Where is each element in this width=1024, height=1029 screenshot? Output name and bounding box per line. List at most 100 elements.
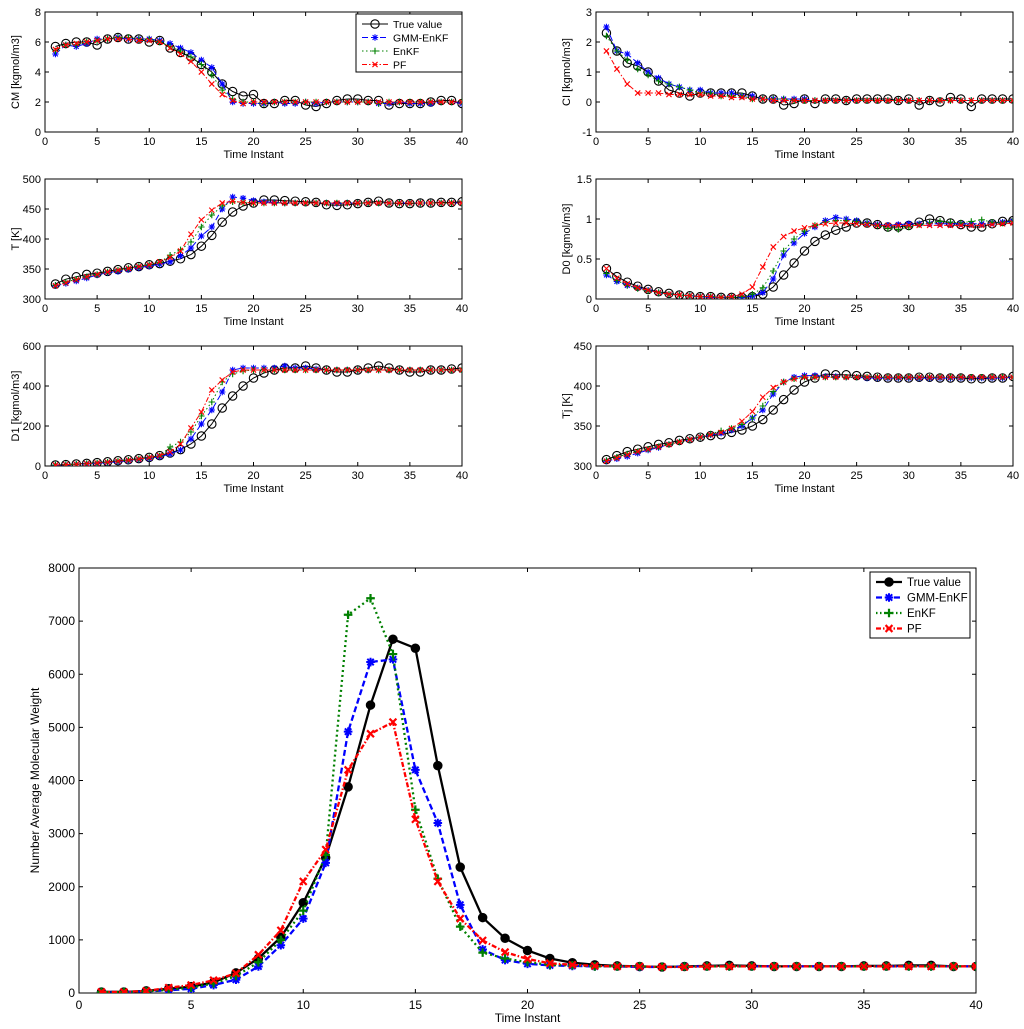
data-point-true [1008, 371, 1013, 382]
subplot-3: 0 5 10 15 20 25 30 35 40 300 350 400 450 500 Time Inst… [10, 174, 468, 328]
data-point-pf [177, 441, 184, 447]
data-point-pf [365, 367, 372, 373]
series-line-gmm [55, 36, 462, 105]
data-point-pf [590, 961, 599, 971]
data-point-pf [837, 962, 846, 971]
data-point-pf [354, 99, 361, 105]
data-point-pf [396, 367, 403, 373]
data-point-pf [832, 374, 839, 381]
series-pf [52, 367, 462, 466]
data-point-enkf [219, 86, 226, 94]
x-tick-label: 15 [746, 303, 758, 315]
data-point-true [799, 246, 810, 256]
data-point-pf [884, 97, 891, 104]
data-point-pf [209, 976, 218, 985]
data-point-pf [612, 962, 622, 971]
data-point-pf [208, 81, 215, 87]
data-point-pf [292, 99, 299, 105]
series-line-pf [606, 222, 1013, 298]
y-tick-label: 8 [35, 7, 41, 19]
y-tick-label: 0 [586, 97, 592, 109]
data-point-pf [811, 222, 818, 229]
data-point-pf [749, 408, 756, 415]
data-point-pf [770, 97, 777, 104]
data-point-pf [999, 374, 1006, 381]
y-tick-label: 600 [23, 341, 41, 353]
x-tick-label: 25 [851, 303, 863, 315]
data-point-pf [448, 200, 455, 206]
data-point-pf [957, 374, 964, 381]
y-tick-label: 4 [35, 67, 41, 79]
data-point-enkf [759, 284, 766, 291]
data-point-pf [989, 97, 996, 104]
data-point-true [1008, 215, 1013, 226]
x-tick-label: 35 [404, 136, 416, 148]
x-tick-label: 25 [300, 136, 312, 148]
x-tick-label: 0 [76, 998, 83, 1012]
data-point-pf [904, 962, 913, 971]
x-tick-label: 20 [247, 470, 259, 482]
data-point-pf [864, 97, 870, 104]
data-point-pf [968, 97, 975, 104]
x-tick-label: 0 [42, 303, 48, 315]
data-point-gmm [343, 727, 353, 736]
data-point-pf [344, 367, 351, 373]
data-point-pf [968, 222, 975, 229]
data-point-pf [882, 962, 891, 971]
data-point-enkf [208, 211, 215, 219]
series-pf [52, 198, 462, 289]
data-point-pf [874, 222, 881, 229]
data-point-pf [271, 367, 278, 373]
x-tick-label: 30 [903, 136, 915, 148]
data-point-pf [739, 418, 745, 425]
data-point-enkf [276, 935, 286, 945]
data-point-enkf [915, 221, 923, 228]
data-point-gmm [624, 50, 631, 58]
x-tick-label: 15 [409, 998, 423, 1012]
data-point-pf [905, 222, 912, 229]
data-point-enkf [366, 593, 375, 603]
data-point-gmm [187, 435, 195, 443]
x-tick-label: 35 [404, 303, 416, 315]
data-point-pf [177, 51, 184, 57]
data-point-gmm [229, 193, 236, 201]
data-point-pf [438, 367, 445, 373]
data-point-enkf [644, 71, 652, 79]
data-point-gmm [895, 221, 902, 228]
data-point-true [747, 421, 758, 431]
data-point-pf [281, 200, 288, 206]
data-point-pf [427, 367, 434, 373]
legend-label: True value [393, 19, 442, 31]
x-tick-label: 30 [745, 998, 759, 1012]
data-point-pf [260, 200, 267, 206]
data-point-enkf [770, 388, 777, 395]
data-point-true [343, 782, 353, 792]
data-point-pf [254, 950, 263, 959]
data-point-pf [313, 99, 319, 105]
data-point-enkf [187, 53, 195, 61]
y-tick-label: 0 [35, 461, 41, 473]
x-tick-label: 0 [593, 470, 599, 482]
data-point-pf [156, 258, 163, 265]
data-point-pf [759, 264, 766, 270]
x-tick-label: 30 [903, 470, 915, 482]
x-tick-label: 35 [857, 998, 871, 1012]
x-tick-label: 15 [195, 303, 207, 315]
data-point-pf [718, 93, 725, 99]
data-point-true [227, 207, 238, 217]
series-line-pf [55, 369, 462, 466]
data-point-pf [999, 97, 1006, 104]
data-point-pf [478, 936, 487, 945]
data-point-true [522, 945, 533, 956]
data-point-pf [853, 97, 860, 104]
data-point-pf [456, 914, 465, 923]
data-point-pf [759, 96, 766, 102]
x-tick-label: 15 [746, 470, 758, 482]
data-point-pf [801, 374, 808, 381]
data-point-pf [728, 94, 735, 101]
series-line-pf [606, 376, 1013, 462]
data-point-pf [302, 367, 309, 373]
y-tick-label: 0.5 [577, 254, 592, 266]
data-point-pf [697, 434, 704, 441]
y-tick-label: 450 [574, 341, 592, 353]
